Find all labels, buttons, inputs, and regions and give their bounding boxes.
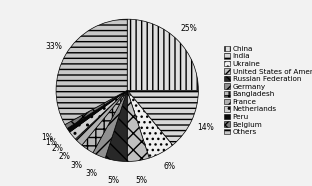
- Wedge shape: [76, 90, 127, 145]
- Wedge shape: [105, 90, 127, 161]
- Wedge shape: [127, 90, 149, 161]
- Legend: China, India, Ukraine, United States of America, Russian Federation, Germany, Ba: China, India, Ukraine, United States of …: [223, 45, 312, 136]
- Wedge shape: [127, 90, 198, 145]
- Wedge shape: [82, 90, 127, 153]
- Text: 2%: 2%: [59, 152, 71, 161]
- Wedge shape: [70, 90, 127, 139]
- Text: 5%: 5%: [107, 176, 119, 185]
- Text: 5%: 5%: [135, 176, 148, 185]
- Text: 3%: 3%: [70, 161, 82, 170]
- Text: 1%: 1%: [42, 133, 54, 142]
- Wedge shape: [65, 90, 127, 129]
- Text: 33%: 33%: [45, 42, 62, 51]
- Text: 1%: 1%: [45, 138, 57, 147]
- Wedge shape: [93, 90, 127, 158]
- Wedge shape: [127, 19, 198, 90]
- Text: 6%: 6%: [163, 162, 175, 171]
- Wedge shape: [127, 90, 173, 158]
- Wedge shape: [67, 90, 127, 132]
- Text: 14%: 14%: [197, 123, 214, 132]
- Text: 2%: 2%: [51, 144, 63, 153]
- Text: 3%: 3%: [85, 169, 97, 178]
- Wedge shape: [56, 19, 127, 125]
- Text: 25%: 25%: [180, 24, 197, 33]
